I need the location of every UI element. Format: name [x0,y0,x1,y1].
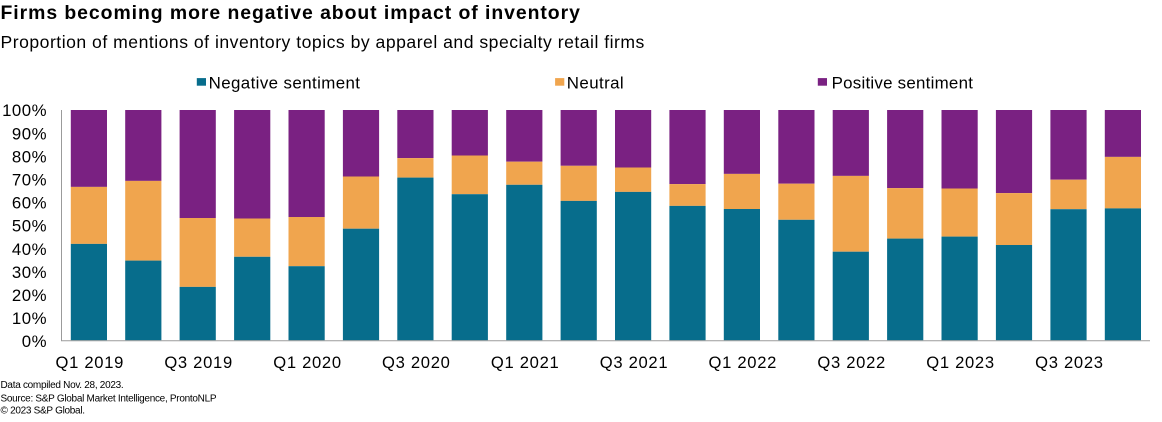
svg-text:Q3 2019: Q3 2019 [164,353,233,372]
svg-text:70%: 70% [12,171,47,190]
svg-text:Q3 2020: Q3 2020 [382,353,451,372]
svg-text:Q1 2019: Q1 2019 [56,353,125,372]
svg-text:Q1 2023: Q1 2023 [926,353,995,372]
svg-text:Q1 2021: Q1 2021 [491,353,560,372]
svg-text:Neutral: Neutral [567,73,624,92]
svg-text:Proportion of mentions of inve: Proportion of mentions of inventory topi… [1,32,645,52]
svg-text:50%: 50% [12,217,47,236]
svg-text:Positive sentiment: Positive sentiment [832,73,974,92]
svg-text:Data compiled Nov. 28, 2023.: Data compiled Nov. 28, 2023. [1,380,124,391]
svg-text:Q1 2020: Q1 2020 [273,353,342,372]
svg-text:20%: 20% [12,286,47,305]
svg-text:40%: 40% [12,240,47,259]
svg-text:30%: 30% [12,263,47,282]
svg-text:Negative sentiment: Negative sentiment [209,73,361,92]
svg-text:Q3 2023: Q3 2023 [1035,353,1104,372]
svg-text:© 2023 S&P Global.: © 2023 S&P Global. [1,406,85,417]
svg-text:60%: 60% [12,194,47,213]
svg-text:Q3 2021: Q3 2021 [600,353,669,372]
svg-text:Source: S&P Global Market Inte: Source: S&P Global Market Intelligence, … [1,394,217,405]
svg-text:Q1 2022: Q1 2022 [709,353,778,372]
svg-text:90%: 90% [12,124,47,143]
svg-text:10%: 10% [12,309,47,328]
svg-text:80%: 80% [12,147,47,166]
svg-text:Firms becoming more negative a: Firms becoming more negative about impac… [1,2,581,24]
svg-text:100%: 100% [2,101,47,120]
svg-text:0%: 0% [22,332,47,351]
svg-text:Q3 2022: Q3 2022 [817,353,886,372]
